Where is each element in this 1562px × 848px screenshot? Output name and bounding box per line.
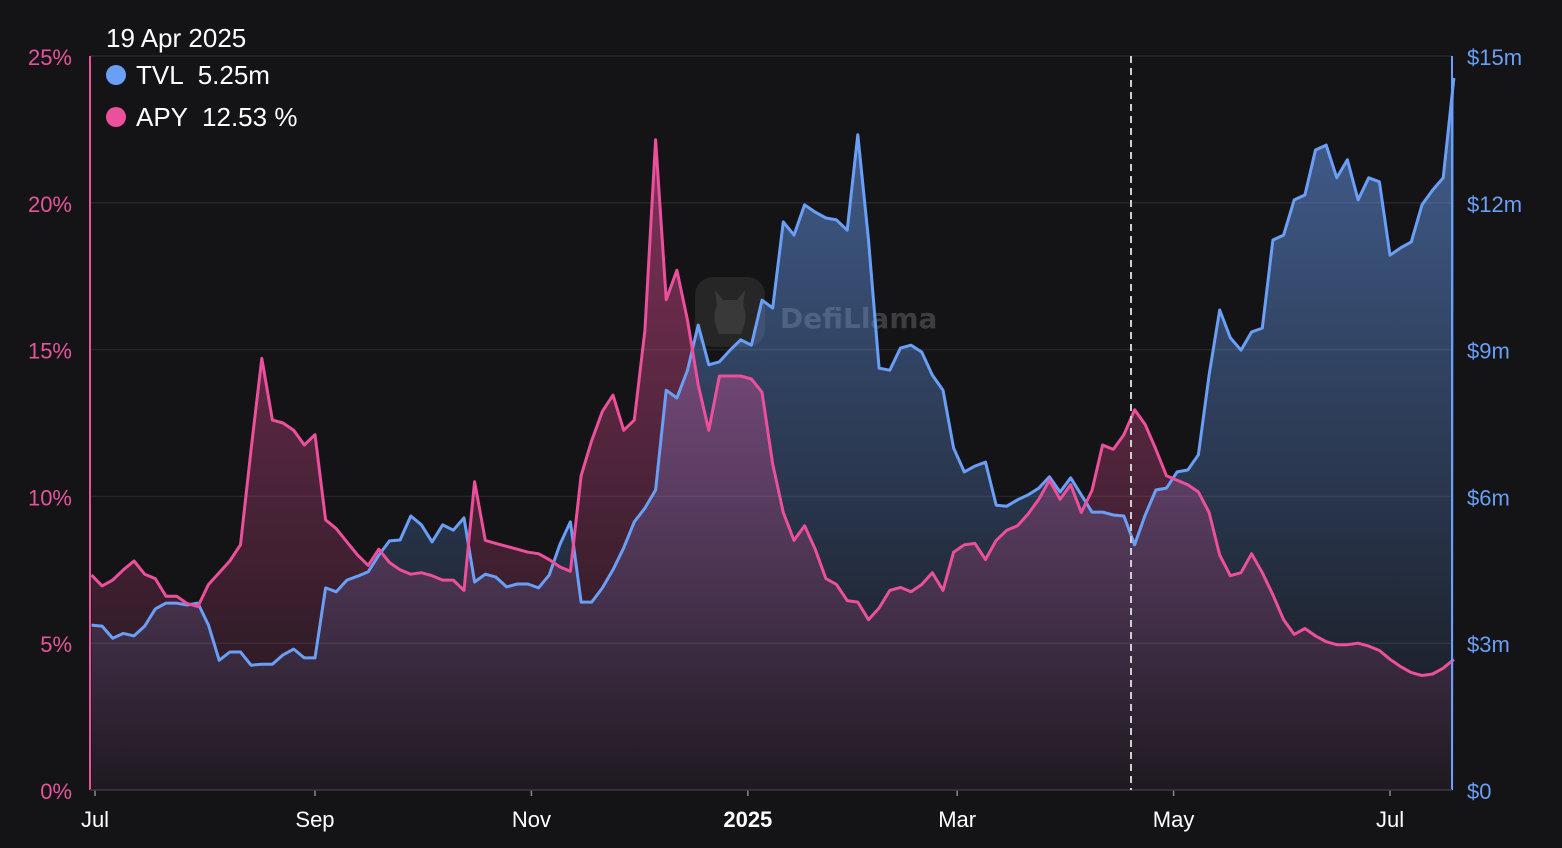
x-tick-label: Jul <box>1376 807 1404 832</box>
x-tick-label: Sep <box>295 807 334 832</box>
tooltip-legend: 19 Apr 2025 TVL 5.25m APY 12.53 % <box>106 22 297 138</box>
y-left-tick-label: 0% <box>40 779 72 804</box>
x-tick-label: Jul <box>81 807 109 832</box>
y-left-tick-label: 25% <box>28 45 72 70</box>
apy-line[interactable] <box>90 138 1455 677</box>
y-left-tick-label: 15% <box>28 339 72 364</box>
legend-tvl-value: 5.25m <box>197 59 270 90</box>
tvl-dot-icon <box>106 65 126 85</box>
y-left-tick-label: 10% <box>28 485 72 510</box>
legend-item-apy[interactable]: APY 12.53 % <box>106 96 297 138</box>
y-right-tick-label: $3m <box>1467 632 1510 657</box>
y-right-tick-label: $6m <box>1467 485 1510 510</box>
x-tick-label: May <box>1153 807 1195 832</box>
y-left-tick-label: 5% <box>40 632 72 657</box>
legend-apy-label: APY <box>136 101 189 132</box>
tooltip-date: 19 Apr 2025 <box>106 23 247 53</box>
legend-tvl-label: TVL <box>136 59 184 90</box>
legend-apy-value: 12.53 % <box>202 101 298 132</box>
y-left-tick-label: 20% <box>28 192 72 217</box>
apy-dot-icon <box>106 107 126 127</box>
tvl-line[interactable] <box>91 77 1456 667</box>
y-right-tick-label: $9m <box>1467 339 1510 364</box>
x-tick-label: Nov <box>512 807 551 832</box>
y-right-tick-label: $12m <box>1467 192 1522 217</box>
y-right-tick-label: $0 <box>1467 779 1491 804</box>
y-right-tick-label: $15m <box>1467 45 1522 70</box>
x-tick-label: 2025 <box>723 807 772 832</box>
legend-item-tvl[interactable]: TVL 5.25m <box>106 54 297 96</box>
x-tick-label: Mar <box>938 807 976 832</box>
